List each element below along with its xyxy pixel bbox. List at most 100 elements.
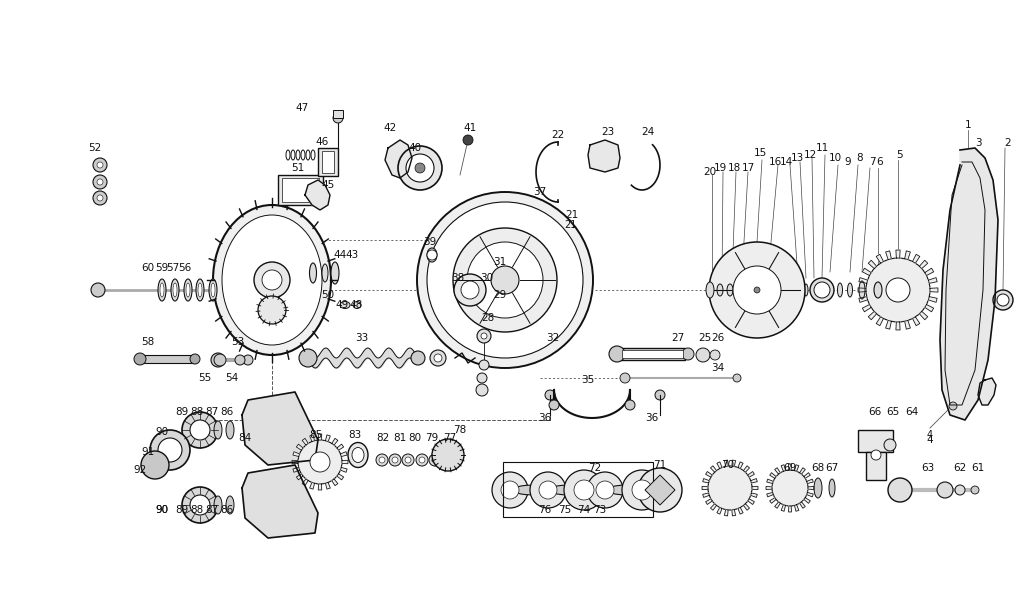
Text: 89: 89 [176, 407, 189, 417]
Circle shape [937, 482, 953, 498]
Text: 82: 82 [377, 433, 390, 443]
Circle shape [971, 486, 979, 494]
Polygon shape [385, 140, 412, 178]
Text: 74: 74 [577, 505, 590, 515]
Circle shape [93, 191, 107, 205]
Circle shape [545, 390, 555, 400]
Circle shape [888, 478, 912, 502]
Ellipse shape [214, 421, 222, 439]
Text: 14: 14 [779, 157, 792, 167]
Circle shape [461, 281, 479, 299]
Circle shape [682, 348, 694, 360]
Text: 11: 11 [816, 143, 829, 153]
Ellipse shape [443, 456, 452, 465]
Circle shape [481, 333, 487, 339]
Ellipse shape [226, 421, 234, 439]
Circle shape [182, 487, 218, 523]
Bar [866, 452, 886, 480]
Polygon shape [242, 392, 318, 465]
Polygon shape [794, 505, 798, 511]
Text: 40: 40 [408, 143, 422, 153]
Text: 22: 22 [551, 130, 565, 140]
Text: 42: 42 [383, 123, 396, 133]
Ellipse shape [432, 457, 438, 463]
Text: 77: 77 [443, 433, 456, 443]
Circle shape [492, 472, 528, 508]
Text: 68: 68 [812, 463, 825, 473]
Ellipse shape [392, 457, 398, 463]
Text: 5: 5 [896, 150, 904, 160]
Circle shape [258, 296, 286, 324]
Polygon shape [711, 466, 717, 472]
Circle shape [655, 390, 665, 400]
Text: 88: 88 [190, 407, 203, 417]
Text: 46: 46 [315, 137, 329, 147]
Text: 41: 41 [464, 123, 477, 133]
Bar [622, 350, 683, 358]
Polygon shape [775, 502, 780, 508]
Polygon shape [750, 493, 758, 497]
Text: 70: 70 [722, 460, 734, 470]
Circle shape [214, 354, 226, 366]
Bar [322, 151, 334, 173]
Circle shape [696, 348, 710, 362]
Text: 83: 83 [348, 430, 361, 440]
Polygon shape [725, 510, 728, 516]
Text: 38: 38 [451, 273, 465, 283]
Polygon shape [292, 460, 298, 464]
Ellipse shape [514, 485, 546, 495]
Ellipse shape [322, 264, 328, 282]
Ellipse shape [198, 283, 202, 297]
Circle shape [454, 274, 486, 306]
Ellipse shape [209, 279, 217, 301]
Circle shape [866, 258, 930, 322]
Text: 92: 92 [134, 465, 147, 475]
Polygon shape [920, 311, 928, 320]
Polygon shape [717, 507, 722, 514]
Text: 75: 75 [558, 505, 572, 515]
Text: 33: 33 [355, 333, 369, 343]
Polygon shape [804, 497, 811, 503]
Text: 54: 54 [226, 373, 239, 383]
Text: 50: 50 [322, 290, 335, 300]
Circle shape [810, 278, 834, 302]
Polygon shape [751, 486, 758, 489]
Ellipse shape [717, 284, 723, 296]
Text: 90: 90 [155, 505, 168, 515]
Bar [503, 462, 653, 517]
Polygon shape [863, 305, 871, 312]
Circle shape [638, 468, 682, 512]
Circle shape [733, 374, 741, 382]
Polygon shape [588, 140, 620, 172]
Circle shape [620, 373, 630, 383]
Polygon shape [794, 465, 798, 472]
Circle shape [97, 195, 103, 201]
Polygon shape [925, 305, 933, 312]
Polygon shape [767, 492, 773, 497]
Ellipse shape [706, 282, 714, 298]
Polygon shape [326, 483, 331, 489]
Text: 17: 17 [741, 163, 755, 173]
Ellipse shape [171, 279, 179, 301]
Ellipse shape [184, 279, 192, 301]
Text: 66: 66 [869, 407, 881, 417]
Bar [858, 430, 893, 452]
Text: 19: 19 [714, 163, 727, 173]
Circle shape [622, 470, 662, 510]
Text: 21: 21 [564, 220, 576, 230]
Text: 23: 23 [601, 127, 615, 137]
Text: 85: 85 [309, 430, 323, 440]
Circle shape [477, 373, 487, 383]
Polygon shape [770, 473, 776, 478]
Polygon shape [858, 288, 866, 292]
Bar [278, 175, 323, 205]
Text: 60: 60 [142, 263, 154, 273]
Text: 49: 49 [335, 300, 348, 310]
Circle shape [632, 480, 652, 500]
Circle shape [549, 400, 560, 410]
Circle shape [574, 480, 594, 500]
Ellipse shape [340, 301, 350, 308]
Circle shape [491, 266, 519, 294]
Text: 89: 89 [176, 505, 189, 515]
Circle shape [996, 294, 1009, 306]
